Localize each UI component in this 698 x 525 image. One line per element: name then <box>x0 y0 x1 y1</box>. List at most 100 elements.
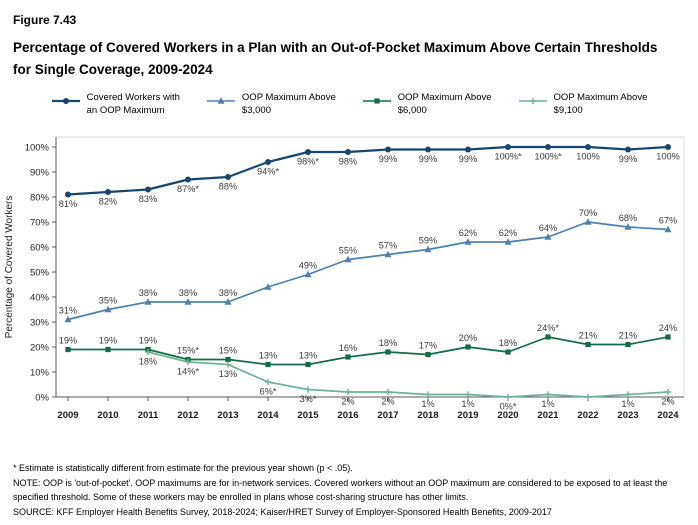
square-marker-icon <box>425 351 431 357</box>
x-axis-tick-label: 2018 <box>417 410 438 421</box>
circle-marker-icon <box>505 143 511 150</box>
legend-label-line: OOP Maximum Above <box>397 92 492 104</box>
figure-number: Figure 7.43 <box>13 13 77 27</box>
data-label: 3%* <box>300 394 317 404</box>
square-legend-marker-icon <box>362 98 391 104</box>
circle-marker-icon <box>585 143 591 150</box>
legend-label: OOP Maximum Above $9,100 <box>554 92 648 117</box>
triangle-marker-icon <box>584 218 592 225</box>
triangle-marker-icon <box>504 238 512 245</box>
data-label: 94%* <box>257 166 279 176</box>
data-label: 19% <box>99 335 117 345</box>
circle-marker-icon <box>105 188 111 195</box>
y-axis-title: Percentage of Covered Workers <box>4 196 15 339</box>
footnote-note: NOTE: OOP is 'out-of-pocket'. OOP maximu… <box>13 478 668 502</box>
data-label: 59% <box>419 235 437 245</box>
data-label: 38% <box>219 288 237 298</box>
data-label: 19% <box>59 335 77 345</box>
data-label: 16% <box>339 343 357 353</box>
legend-label-line: OOP Maximum Above <box>553 92 648 104</box>
x-axis-tick-label: 2015 <box>297 410 319 421</box>
data-label: 21% <box>619 330 637 340</box>
data-label: 64% <box>539 223 557 233</box>
circle-legend-marker-icon <box>51 98 80 105</box>
circle-marker-icon <box>265 158 271 165</box>
triangle-legend-marker-icon <box>206 97 235 104</box>
circle-marker-icon <box>65 191 71 198</box>
data-label: 18% <box>139 356 157 366</box>
chart-legend: Covered Workers with an OOP Maximum OOP Ma… <box>0 92 698 117</box>
triangle-marker-icon <box>64 315 72 323</box>
footnote-significance: * Estimate is statistically different fr… <box>13 462 353 473</box>
circle-marker-icon <box>345 148 351 155</box>
triangle-marker-icon <box>544 233 552 240</box>
data-label: 18% <box>379 338 397 348</box>
data-label: 31% <box>59 305 77 315</box>
legend-label: Covered Workers with an OOP Maximum <box>87 92 180 117</box>
data-label: 24% <box>659 323 677 333</box>
legend-label: OOP Maximum Above $6,000 <box>398 92 492 117</box>
y-axis-tick-label: 10% <box>30 367 50 378</box>
legend-label-line: $3,000 <box>241 104 271 116</box>
x-axis-tick-label: 2020 <box>497 410 518 421</box>
legend-item-1: Covered Workers with an OOP Maximum <box>51 92 180 117</box>
x-axis-tick-label: 2011 <box>138 410 159 421</box>
square-marker-icon <box>385 349 391 355</box>
data-label: 24%* <box>537 323 559 333</box>
data-label: 13% <box>299 350 317 360</box>
data-label: 88% <box>219 181 237 191</box>
data-label: 99% <box>459 154 477 164</box>
x-axis-tick-label: 2023 <box>617 410 638 421</box>
data-label: 100%* <box>534 151 561 161</box>
circle-marker-icon <box>625 146 631 153</box>
triangle-marker-icon <box>144 298 152 305</box>
circle-marker-icon <box>225 173 231 180</box>
data-label: 100% <box>656 151 680 161</box>
triangle-marker-icon <box>344 255 352 263</box>
footnotes: * Estimate is statistically different fr… <box>13 462 685 520</box>
x-axis-tick-label: 2014 <box>257 410 279 421</box>
circle-marker-icon <box>145 186 151 193</box>
square-marker-icon <box>665 334 671 340</box>
data-label: 2% <box>661 396 674 406</box>
data-label: 2% <box>381 396 394 406</box>
triangle-marker-icon <box>184 298 192 305</box>
square-marker-icon <box>105 346 111 352</box>
x-axis-tick-label: 2010 <box>97 410 118 421</box>
square-marker-icon <box>265 361 271 367</box>
line-chart: Percentage of Covered Workers 0% 10% 20% 30… <box>4 136 685 421</box>
figure-header: Figure 7.43 Percentage of Covered Worker… <box>0 0 698 80</box>
data-label: 13% <box>259 350 277 360</box>
data-label: 13% <box>219 369 237 379</box>
data-label: 57% <box>379 240 397 250</box>
data-label: 62% <box>459 228 477 238</box>
plus-legend-marker-icon <box>518 97 547 105</box>
circle-marker-icon <box>385 146 391 153</box>
y-axis-tick-label: 0% <box>35 392 49 403</box>
data-label: 21% <box>579 330 597 340</box>
x-axis-tick-label: 2016 <box>337 410 358 421</box>
data-label: 38% <box>179 288 197 298</box>
square-marker-icon <box>505 349 511 355</box>
circle-marker-icon <box>545 143 551 150</box>
square-marker-icon <box>305 361 311 367</box>
data-label: 19% <box>139 335 157 345</box>
data-label: 49% <box>299 260 317 270</box>
y-axis-tick-label: 70% <box>30 217 50 228</box>
circle-marker-icon <box>425 146 431 153</box>
triangle-marker-icon <box>224 298 232 305</box>
data-label: 68% <box>619 213 637 223</box>
data-label: 17% <box>419 340 437 350</box>
data-label: 81% <box>59 199 77 209</box>
data-label: 87%* <box>177 184 199 194</box>
x-axis-tick-label: 2022 <box>577 410 598 421</box>
x-axis-tick-label: 2019 <box>457 410 478 421</box>
legend-item-4: OOP Maximum Above $9,100 <box>518 92 648 117</box>
data-label: 67% <box>659 215 677 225</box>
legend-label-line: Covered Workers with <box>86 92 180 104</box>
plot-area: 0% 10% 20% 30% 40% 50% 60% 70% 80% 90% 100% 2009 201… <box>25 136 685 421</box>
y-axis-tick-label: 90% <box>30 167 50 178</box>
legend-item-2: OOP Maximum Above $3,000 <box>206 92 336 117</box>
circle-marker-icon <box>62 98 69 105</box>
data-label: 99% <box>419 154 437 164</box>
